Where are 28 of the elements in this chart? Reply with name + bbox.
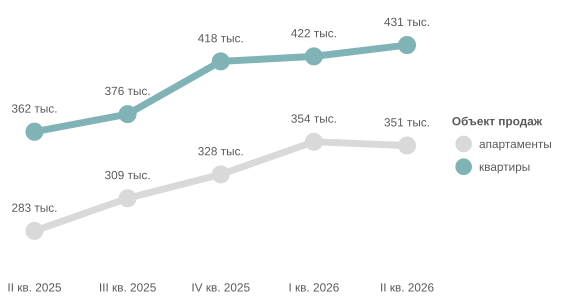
data-label: 309 тыс. (105, 170, 150, 180)
point (118, 105, 137, 124)
x-tick-label: IV кв. 2025 (192, 283, 250, 292)
point (212, 52, 230, 70)
data-label: 431 тыс. (384, 18, 429, 26)
point (25, 222, 44, 240)
x-tick-label: II кв. 2026 (381, 283, 434, 292)
x-tick-label: I кв. 2026 (290, 283, 339, 292)
x-tick-label: III кв. 2025 (100, 283, 156, 292)
legend-title: Объект продаж (452, 116, 542, 128)
point (398, 36, 416, 54)
data-label: 362 тыс. (12, 104, 56, 113)
data-label: 354 тыс. (291, 114, 336, 123)
data-label: 376 тыс. (105, 86, 150, 96)
data-label: 422 тыс. (291, 29, 336, 38)
point (212, 165, 230, 184)
point (118, 189, 137, 208)
data-label: 418 тыс. (198, 34, 243, 42)
legend-label: квартиры (480, 164, 530, 174)
x-tick-label: II кв. 2025 (8, 283, 62, 292)
data-label: 328 тыс. (198, 147, 243, 156)
point (304, 132, 323, 151)
point (398, 136, 416, 155)
data-label: 283 тыс. (12, 204, 56, 212)
data-label: 351 тыс. (384, 118, 429, 127)
point (304, 47, 323, 66)
legend-label: апартаменты (480, 142, 551, 151)
point (25, 122, 44, 141)
